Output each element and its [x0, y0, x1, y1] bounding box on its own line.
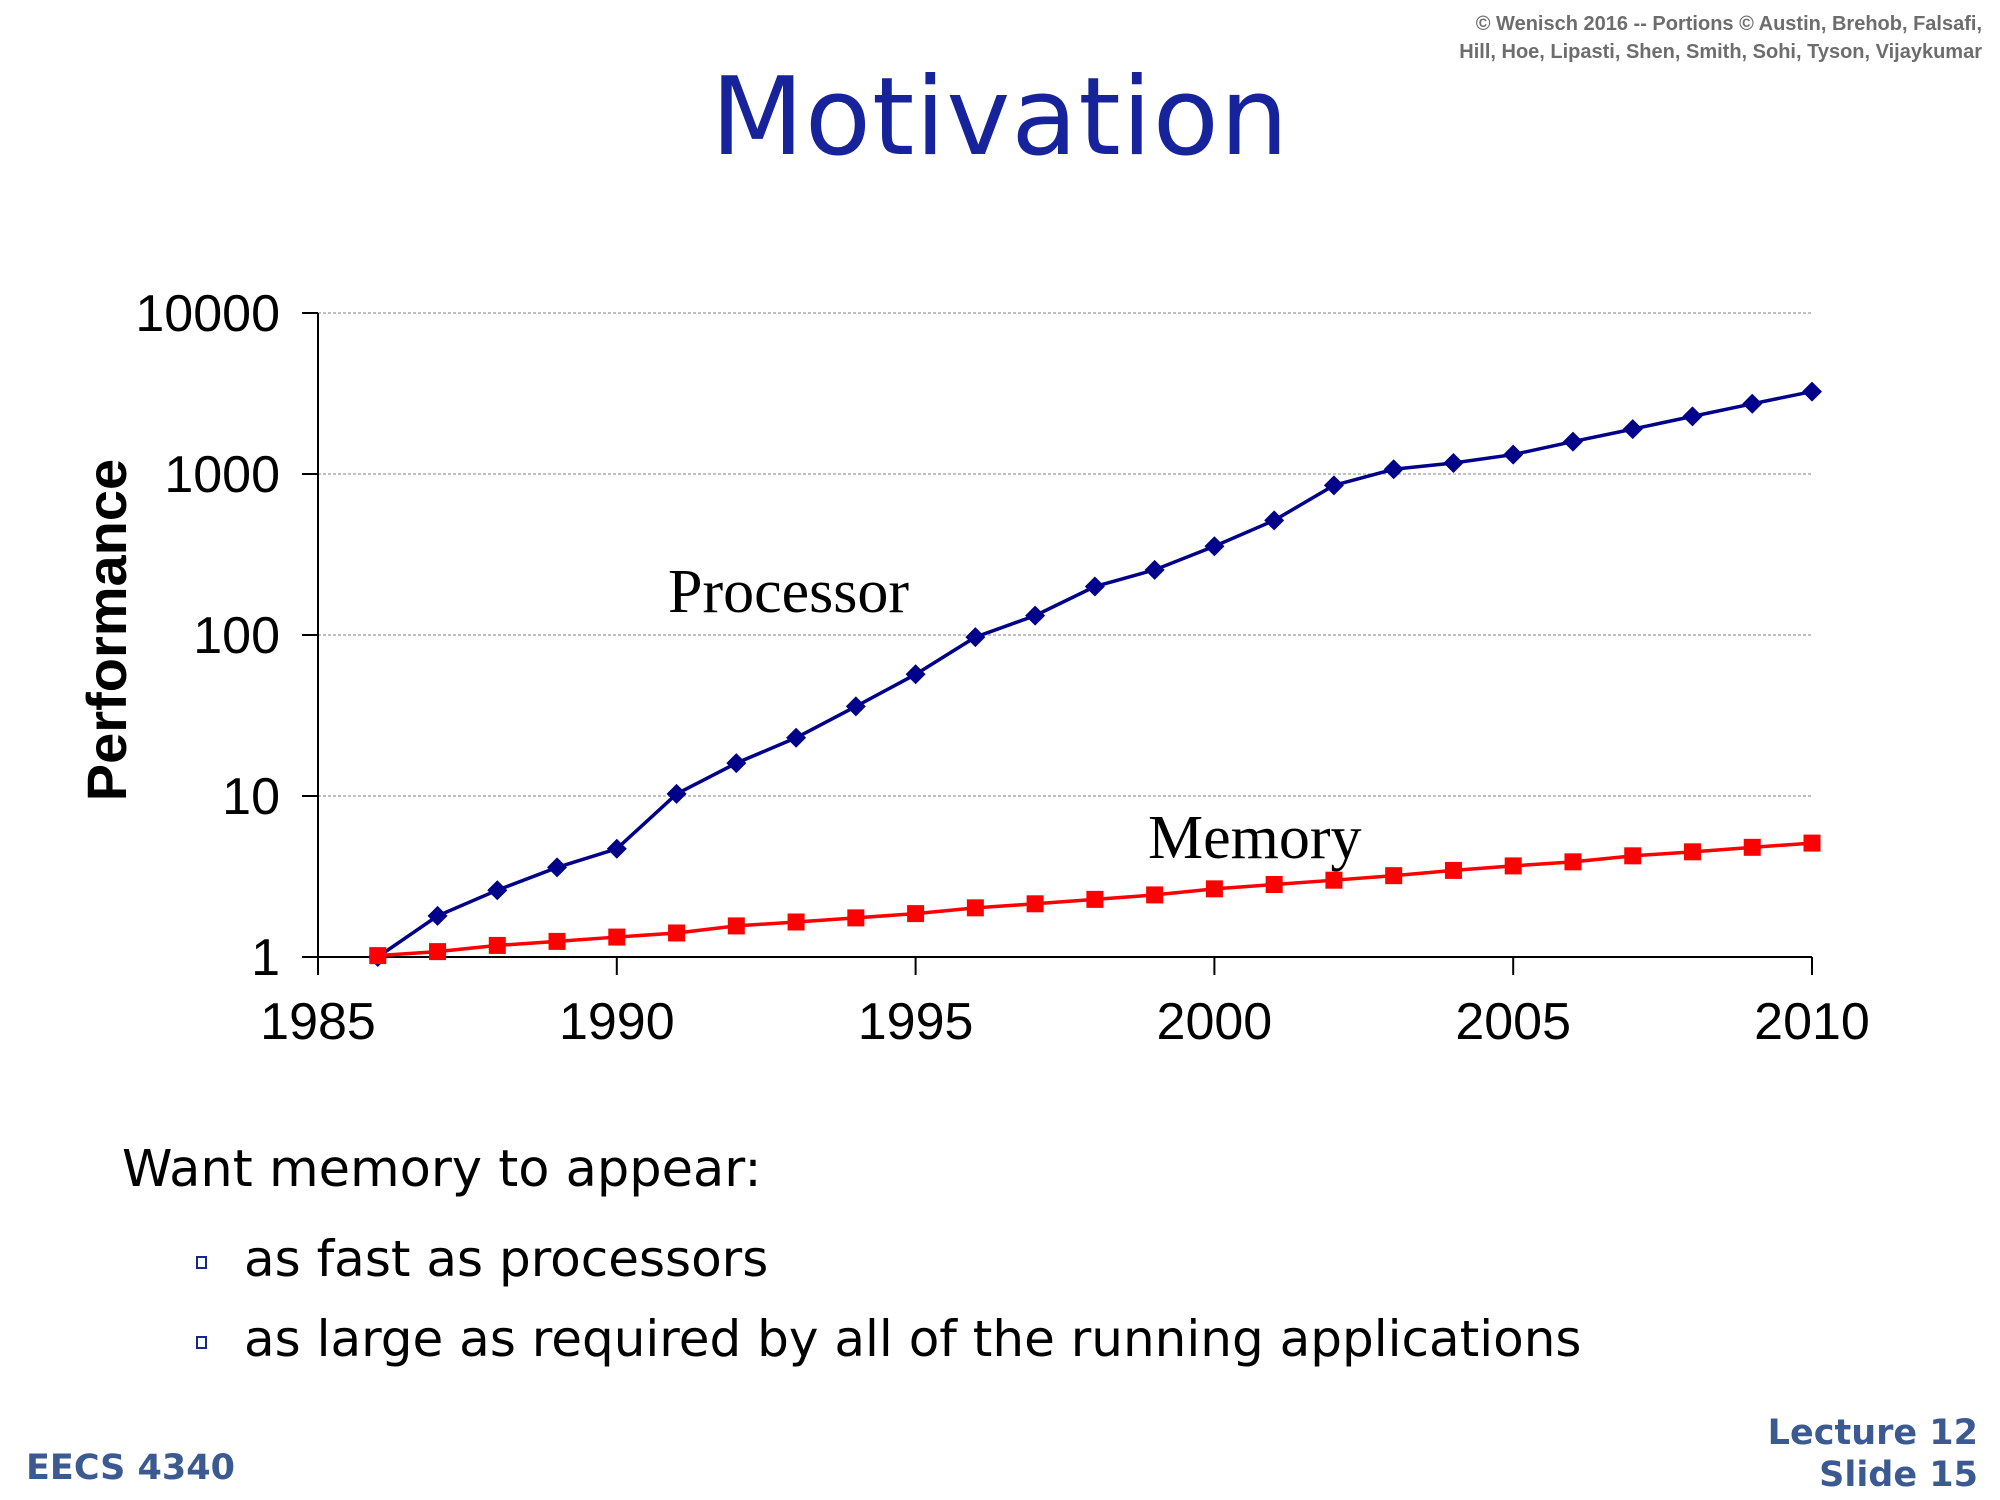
memory-point [1325, 871, 1343, 889]
processor-point [666, 783, 687, 804]
slide-title: Motivation [710, 55, 1290, 180]
memory-point [1624, 847, 1642, 865]
processor-point [1264, 510, 1285, 531]
y-tick-label: 100 [193, 607, 280, 665]
memory-point [548, 932, 566, 950]
memory-point [1205, 880, 1223, 898]
memory-point [429, 943, 447, 961]
processor-point [1802, 381, 1822, 402]
processor-point [487, 880, 508, 901]
x-tick-label: 1990 [559, 993, 675, 1051]
series-line-processor [376, 389, 1813, 959]
processor-point [606, 838, 627, 859]
bullet-item-1: as fast as processors [196, 1230, 768, 1288]
square-bullet-icon [196, 1336, 207, 1349]
processor-point [1562, 431, 1583, 452]
processor-point [905, 664, 926, 685]
processor-point [1323, 475, 1344, 496]
processor-point [1622, 419, 1643, 440]
bullet-item-2: as large as required by all of the runni… [196, 1310, 1581, 1368]
slide-info: Lecture 12 Slide 15 [1768, 1412, 1978, 1496]
y-tick-label: 1000 [164, 446, 280, 504]
memory-point [1564, 853, 1582, 871]
processor-point [1204, 536, 1225, 557]
lecture-number: Lecture 12 [1767, 1413, 1978, 1453]
series-label-memory: Memory [1148, 804, 1362, 872]
memory-point [1026, 895, 1044, 913]
processor-point [965, 627, 986, 648]
memory-point [1683, 843, 1701, 861]
processor-point [547, 857, 568, 878]
memory-point [966, 899, 984, 917]
y-tick-label: 10000 [135, 285, 280, 343]
processor-point [1025, 605, 1046, 626]
x-tick-label: 2010 [1754, 993, 1870, 1051]
memory-point [1803, 834, 1821, 852]
memory-point [907, 905, 925, 923]
bullet-text-1: as fast as processors [244, 1230, 769, 1288]
memory-point [1086, 890, 1104, 908]
performance-chart: 1 10 100 1000 10000 1985 1990 1995 2000 2005 2010 P… [75, 285, 1870, 1051]
memory-point [1385, 867, 1403, 885]
y-axis-label: Performance [75, 459, 138, 801]
processor-point [1383, 459, 1404, 480]
bullet-text-2: as large as required by all of the runni… [244, 1310, 1582, 1368]
square-bullet-icon [196, 1256, 207, 1269]
memory-point [787, 913, 805, 931]
memory-point [608, 928, 626, 946]
processor-point [1682, 406, 1703, 427]
copyright-line-2: Hill, Hoe, Lipasti, Shen, Smith, Sohi, T… [1459, 41, 1982, 63]
processor-point [1144, 559, 1165, 580]
memory-point [727, 917, 745, 935]
series-label-processor: Processor [668, 558, 909, 626]
memory-point [668, 924, 686, 942]
memory-point [488, 936, 506, 954]
x-tick-label: 1995 [858, 993, 974, 1051]
x-tick-label: 2000 [1157, 993, 1273, 1051]
memory-point [369, 947, 387, 965]
memory-point [1444, 861, 1462, 879]
bullets-heading: Want memory to appear: [122, 1140, 762, 1199]
processor-point [1742, 393, 1763, 414]
copyright-line-1: © Wenisch 2016 -- Portions © Austin, Bre… [1475, 13, 1982, 35]
processor-point [1443, 453, 1464, 474]
y-tick-label: 10 [222, 768, 280, 826]
memory-point [1504, 857, 1522, 875]
processor-point [427, 905, 448, 926]
processor-point [1503, 444, 1524, 465]
processor-point [1084, 576, 1105, 597]
x-tick-label: 1985 [260, 993, 376, 1051]
processor-point [786, 727, 807, 748]
copyright-notice: © Wenisch 2016 -- Portions © Austin, Bre… [1459, 10, 1982, 66]
x-tick-label: 2005 [1455, 993, 1571, 1051]
course-code: EECS 4340 [26, 1448, 235, 1488]
memory-point [1265, 876, 1283, 894]
memory-point [847, 909, 865, 927]
processor-point [726, 753, 747, 774]
memory-point [1743, 838, 1761, 856]
processor-point [845, 696, 866, 717]
memory-point [1146, 886, 1164, 904]
slide-number: Slide 15 [1819, 1455, 1978, 1495]
y-tick-label: 1 [251, 929, 280, 987]
